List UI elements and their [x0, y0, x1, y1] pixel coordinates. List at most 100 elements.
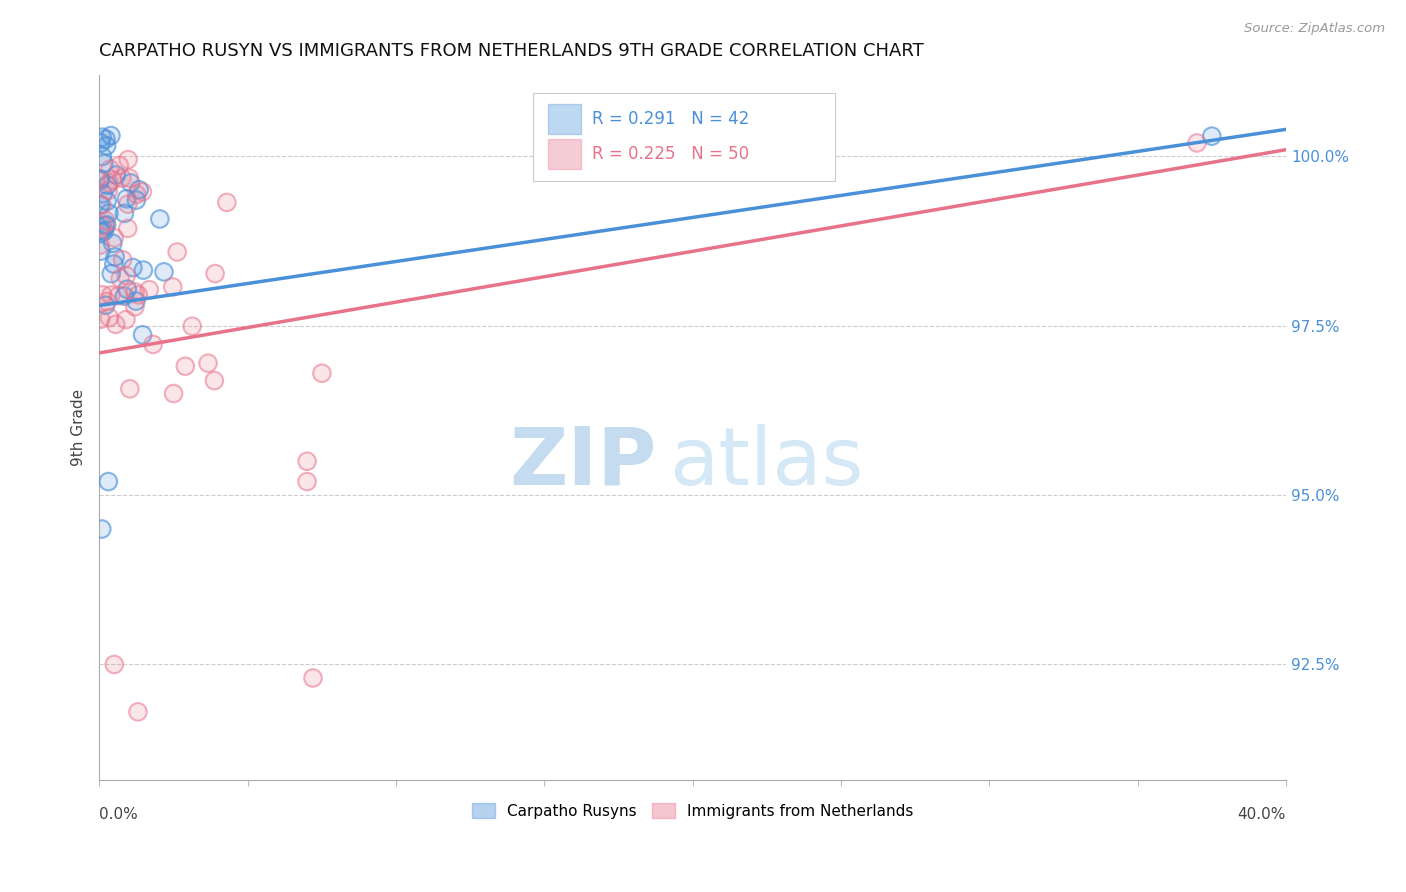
Point: [1185, 136, 1208, 150]
Point: [127, 705, 149, 719]
Point: [91, 186, 114, 201]
Point: [104, 250, 127, 264]
Point: [101, 173, 124, 187]
Point: [131, 185, 153, 199]
Point: [93, 156, 115, 170]
Point: [96, 194, 118, 208]
Point: [131, 327, 153, 342]
Point: [103, 257, 125, 271]
Point: [89, 171, 111, 186]
Point: [90, 522, 112, 536]
Point: [90, 244, 112, 259]
Point: [91, 219, 114, 233]
Point: [100, 288, 122, 302]
Point: [91, 198, 114, 212]
Point: [112, 206, 135, 220]
Point: [101, 236, 124, 251]
Point: [91, 130, 114, 145]
Point: [1201, 129, 1223, 144]
Point: [132, 263, 155, 277]
Bar: [548, 104, 581, 134]
Point: [97, 178, 120, 193]
Point: [98, 176, 121, 190]
Point: [118, 171, 141, 186]
Point: [115, 268, 138, 283]
Point: [97, 178, 120, 193]
Text: ZIP: ZIP: [510, 424, 657, 501]
Point: [91, 186, 114, 201]
Point: [111, 171, 134, 186]
Point: [115, 192, 138, 206]
Point: [115, 312, 138, 326]
Point: [149, 211, 172, 226]
Point: [111, 252, 134, 267]
Point: [162, 386, 184, 401]
Point: [107, 288, 129, 302]
Point: [162, 386, 184, 401]
Point: [204, 267, 226, 281]
Point: [118, 171, 141, 186]
Point: [96, 218, 118, 232]
Point: [181, 319, 204, 334]
Point: [100, 267, 122, 281]
Point: [117, 197, 139, 211]
Point: [197, 356, 219, 370]
Point: [103, 257, 125, 271]
Point: [295, 475, 318, 489]
Point: [91, 198, 114, 212]
Point: [90, 226, 112, 240]
Text: R = 0.225   N = 50: R = 0.225 N = 50: [592, 145, 749, 163]
Point: [125, 193, 148, 207]
Point: [98, 162, 121, 177]
Point: [98, 162, 121, 177]
Point: [127, 705, 149, 719]
Point: [98, 310, 121, 325]
Point: [122, 260, 145, 275]
Point: [118, 382, 141, 396]
Point: [127, 288, 149, 302]
Point: [101, 173, 124, 187]
Point: [97, 206, 120, 220]
Point: [108, 271, 131, 285]
Point: [215, 195, 238, 210]
Point: [94, 213, 117, 227]
Point: [142, 337, 165, 351]
Point: [104, 250, 127, 264]
Point: [197, 356, 219, 370]
Point: [91, 149, 114, 163]
Point: [115, 312, 138, 326]
Point: [125, 187, 148, 202]
Point: [112, 289, 135, 303]
Point: [124, 300, 146, 314]
Point: [91, 219, 114, 233]
Point: [117, 153, 139, 167]
Point: [93, 156, 115, 170]
Point: [166, 244, 188, 259]
Point: [204, 267, 226, 281]
Point: [96, 218, 118, 232]
Point: [153, 265, 176, 279]
Text: atlas: atlas: [669, 424, 863, 501]
Point: [1185, 136, 1208, 150]
Point: [202, 374, 225, 388]
Point: [124, 300, 146, 314]
Point: [97, 206, 120, 220]
Point: [174, 359, 197, 374]
Point: [115, 282, 138, 296]
Point: [111, 252, 134, 267]
Point: [115, 268, 138, 283]
Point: [115, 192, 138, 206]
Point: [90, 136, 112, 150]
Bar: [548, 139, 581, 169]
Point: [101, 236, 124, 251]
Point: [104, 318, 127, 332]
Point: [142, 337, 165, 351]
Point: [311, 366, 333, 380]
Point: [111, 171, 134, 186]
Point: [96, 294, 118, 309]
Point: [90, 244, 112, 259]
Point: [91, 288, 114, 302]
Point: [94, 219, 117, 233]
Point: [120, 176, 142, 190]
Point: [103, 231, 125, 245]
